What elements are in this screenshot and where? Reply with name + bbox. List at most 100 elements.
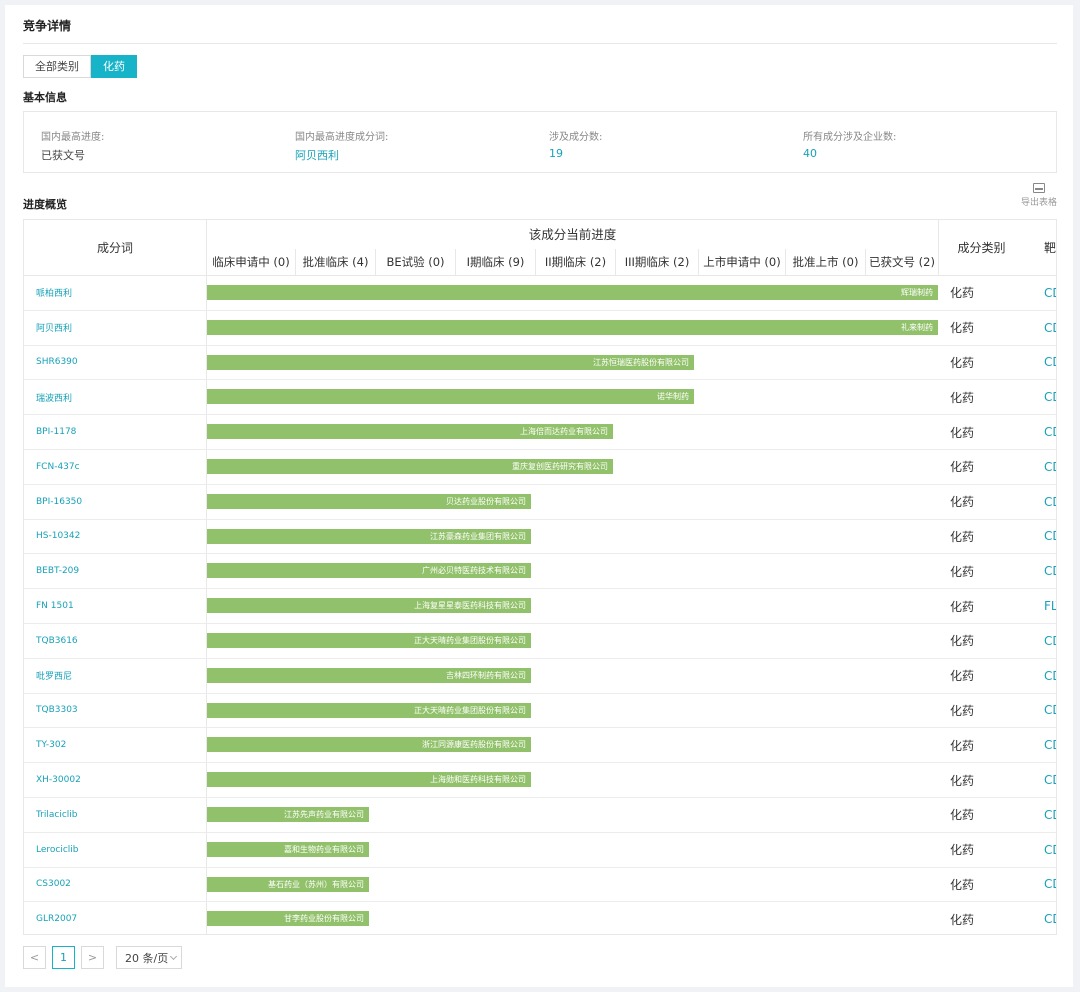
target-link[interactable]: CDK4; CDK6 [1044, 390, 1056, 405]
chevron-down-icon [170, 952, 178, 960]
page-number-button[interactable]: 1 [52, 946, 75, 969]
info-value-link[interactable]: 19 [549, 147, 563, 160]
column-header-ingredient: 成分词 [24, 220, 207, 275]
ingredient-link[interactable]: BEBT-209 [24, 554, 207, 589]
progress-bar[interactable]: 江苏恒瑞医药股份有限公司 [207, 354, 694, 370]
column-header-type: 成分类别 [938, 220, 1024, 275]
info-highest-progress-ingredient: 国内最高进度成分词: 阿贝西利 [295, 128, 388, 163]
target-link[interactable]: CDK4; CDK6 [1044, 877, 1056, 892]
column-header-target: 靶点 [1044, 241, 1057, 255]
target-link[interactable]: FLT3; CDK [1044, 599, 1056, 614]
prev-page-button[interactable]: < [23, 946, 46, 969]
ingredient-link[interactable]: Trilaciclib [24, 797, 207, 832]
progress-bar[interactable]: 上海倍而达药业有限公司 [207, 424, 613, 440]
target-link[interactable]: CDK4; CDK6 [1044, 738, 1056, 753]
progress-bar[interactable]: 正大天晴药业集团股份有限公司 [207, 702, 531, 718]
stage-header: 批准上市 (0) [785, 249, 865, 275]
progress-bar[interactable]: 浙江同源康医药股份有限公司 [207, 737, 531, 753]
progress-bar[interactable]: 基石药业（苏州）有限公司 [207, 876, 369, 892]
ingredient-link[interactable]: TY-302 [24, 728, 207, 763]
ingredient-link[interactable]: 阿贝西利 [24, 310, 207, 345]
progress-bar[interactable]: 正大天晴药业集团股份有限公司 [207, 632, 531, 648]
progress-bar[interactable]: 广州必贝特医药技术有限公司 [207, 563, 531, 579]
info-value-link[interactable]: 40 [803, 147, 817, 160]
page-size-select[interactable]: 20 条/页 [116, 946, 182, 969]
ingredient-link[interactable]: 瑞波西利 [24, 380, 207, 415]
divider [23, 43, 1057, 44]
progress-bar[interactable]: 上海复星星泰医药科技有限公司 [207, 598, 531, 614]
tab-all-categories[interactable]: 全部类别 [23, 55, 91, 78]
progress-bar[interactable]: 上海勋和医药科技有限公司 [207, 772, 531, 788]
stage-header: II期临床 (2) [535, 249, 615, 275]
ingredient-link[interactable]: CS3002 [24, 867, 207, 902]
info-value-link[interactable]: 阿贝西利 [295, 149, 339, 162]
target-link[interactable]: CDK4; CDK6 [1044, 564, 1056, 579]
info-company-count: 所有成分涉及企业数: 40 [803, 128, 896, 160]
ingredient-link[interactable]: SHR6390 [24, 345, 207, 380]
target-link[interactable]: CDK4; CDK6 [1044, 285, 1056, 300]
progress-bar[interactable]: 礼来制药 [207, 319, 938, 335]
target-link[interactable]: CDK4; CDK6 [1044, 633, 1056, 648]
ingredient-link[interactable]: FCN-437c [24, 449, 207, 484]
tab-chemical-drugs[interactable]: 化药 [91, 55, 137, 78]
ingredient-link[interactable]: Lerociclib [24, 832, 207, 867]
progress-bar[interactable]: 甘李药业股份有限公司 [207, 911, 369, 927]
progress-bar[interactable]: 辉瑞制药 [207, 285, 938, 300]
progress-bar[interactable]: 贝达药业股份有限公司 [207, 493, 531, 509]
target-link[interactable]: CDK4; CDK6 [1044, 668, 1056, 683]
ingredient-link[interactable]: HS-10342 [24, 519, 207, 554]
ingredient-type: 化药 [950, 286, 975, 301]
ingredient-link[interactable]: FN 1501 [24, 589, 207, 623]
ingredient-link[interactable]: 哌柏西利 [24, 276, 207, 310]
export-icon [1033, 183, 1045, 193]
progress-overview-label: 进度概览 [23, 198, 67, 211]
progress-bar[interactable]: 诺华制药 [207, 389, 694, 405]
progress-bar[interactable]: 重庆复创医药研究有限公司 [207, 458, 613, 474]
progress-bar[interactable]: 江苏先声药业有限公司 [207, 806, 369, 822]
target-link[interactable]: CDK4; CDK6 [1044, 703, 1056, 718]
target-link[interactable]: CDK4; CDK6 [1044, 807, 1056, 822]
ingredient-link[interactable]: 吡罗西尼 [24, 658, 207, 693]
target-link[interactable]: CDK4; CDK6 [1044, 320, 1056, 335]
target-link[interactable]: CDK4; CDK6 [1044, 773, 1056, 788]
target-link[interactable]: CDK4; CDK6 [1044, 494, 1056, 509]
info-highest-progress: 国内最高进度: 已获文号 [41, 128, 104, 163]
target-link[interactable]: CDK4; CDK6 [1044, 355, 1056, 370]
ingredient-link[interactable]: GLR2007 [24, 902, 207, 934]
progress-bar[interactable]: 江苏豪森药业集团有限公司 [207, 528, 531, 544]
ingredient-link[interactable]: BPI-1178 [24, 415, 207, 449]
target-link[interactable]: CDK4; CDK6 [1044, 912, 1056, 927]
ingredient-link[interactable]: TQB3303 [24, 693, 207, 728]
target-link[interactable]: CDK4; CDK6 [1044, 529, 1056, 544]
progress-bar[interactable]: 吉林四环制药有限公司 [207, 667, 531, 683]
target-link[interactable]: CDK4; CDK6 [1044, 425, 1056, 440]
ingredient-link[interactable]: XH-30002 [24, 763, 207, 797]
ingredient-link[interactable]: TQB3616 [24, 623, 207, 658]
competition-detail-panel: 竞争详情 全部类别 化药 基本信息 国内最高进度: 已获文号 国内最高进度成分词… [5, 5, 1073, 987]
ingredient-type: 化药 [950, 773, 975, 788]
export-label: 导出表格 [1020, 198, 1057, 208]
ingredient-type: 化药 [950, 669, 975, 684]
target-link[interactable]: CDK4; CDK6 [1044, 459, 1056, 474]
panel-title: 竞争详情 [23, 19, 72, 33]
table-body: 哌柏西利辉瑞制药化药CDK4; CDK6阿贝西利礼来制药化药CDK4; CDK6… [24, 275, 1056, 934]
pagination: < 1 > 20 条/页 [23, 946, 182, 969]
ingredient-link[interactable]: BPI-16350 [24, 484, 207, 519]
next-page-button[interactable]: > [81, 946, 104, 969]
export-table-button[interactable]: 导出表格 [1019, 183, 1059, 208]
ingredient-type: 化药 [950, 355, 975, 370]
target-link[interactable]: CDK4; CDK6 [1044, 842, 1056, 857]
basic-info-box: 国内最高进度: 已获文号 国内最高进度成分词: 阿贝西利 涉及成分数: 19 所… [23, 111, 1057, 173]
ingredient-type: 化药 [950, 738, 975, 753]
progress-bar[interactable]: 嘉和生物药业有限公司 [207, 841, 369, 857]
ingredient-type: 化药 [950, 599, 975, 614]
